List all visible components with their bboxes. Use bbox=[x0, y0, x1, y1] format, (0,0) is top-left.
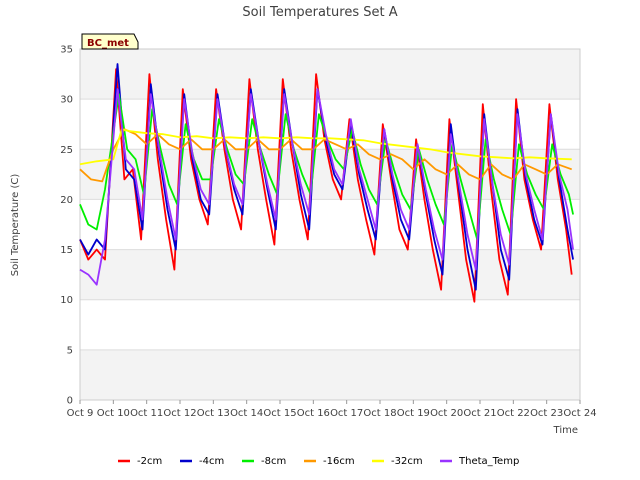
x-axis-label: Time bbox=[553, 425, 578, 436]
legend-item: -4cm bbox=[180, 456, 224, 467]
chart-title: Soil Temperatures Set A bbox=[242, 5, 397, 20]
x-tick-label: Oct 16 bbox=[297, 408, 330, 419]
legend-label: -4cm bbox=[199, 456, 224, 467]
legend-item: -8cm bbox=[242, 456, 286, 467]
legend-label: -2cm bbox=[137, 456, 162, 467]
y-axis-label: Soil Temperature (C) bbox=[10, 174, 21, 277]
x-tick-label: Oct 12 bbox=[163, 408, 196, 419]
series-line--2cm bbox=[79, 68, 573, 303]
y-tick-label: 15 bbox=[60, 245, 73, 256]
y-axis-ticks: 0 5 10 15 20 25 30 35 bbox=[60, 45, 73, 407]
y-tick-label: 25 bbox=[60, 145, 73, 156]
y-tick-label: 35 bbox=[60, 45, 73, 56]
legend-label: -32cm bbox=[391, 456, 423, 467]
y-tick-label: 20 bbox=[60, 195, 73, 206]
legend-item: Theta_Temp bbox=[440, 456, 519, 467]
background-band bbox=[80, 349, 580, 400]
series-line--8cm bbox=[79, 93, 574, 241]
x-tick-label: Oct 10 bbox=[97, 408, 130, 419]
background-bands bbox=[80, 49, 580, 400]
legend: -2cm -4cm -8cm -16cm -32cm Theta_Temp bbox=[118, 456, 519, 467]
x-tick-label: Oct 23 bbox=[530, 408, 563, 419]
x-tick-label: Oct 18 bbox=[363, 408, 396, 419]
site-badge-box bbox=[81, 33, 139, 50]
x-tick-label: Oct 15 bbox=[263, 408, 296, 419]
series-line--16cm bbox=[79, 128, 573, 183]
series-line--32cm bbox=[79, 128, 572, 166]
x-tick-label: Oct 19 bbox=[397, 408, 430, 419]
x-tick-label: Oct 11 bbox=[130, 408, 163, 419]
site-badge: BC_met bbox=[81, 33, 139, 50]
x-tick-label: Oct 9 bbox=[67, 408, 94, 419]
series-layer bbox=[79, 63, 574, 303]
x-tick-label: Oct 17 bbox=[330, 408, 363, 419]
x-tick-label: Oct 13 bbox=[197, 408, 230, 419]
grid-lines bbox=[80, 48, 580, 401]
y-tick-label: 30 bbox=[60, 95, 73, 106]
legend-label: -8cm bbox=[261, 456, 286, 467]
x-axis-ticks: Oct 9 Oct 10 Oct 11 Oct 12 Oct 13 Oct 14 Oct 1… bbox=[67, 400, 597, 419]
legend-label: -16cm bbox=[323, 456, 355, 467]
y-tick-label: 0 bbox=[67, 396, 73, 407]
legend-item: -16cm bbox=[304, 456, 355, 467]
legend-item: -32cm bbox=[372, 456, 423, 467]
y-tick-label: 10 bbox=[60, 295, 73, 306]
background-band bbox=[80, 49, 580, 100]
site-badge-label: BC_met bbox=[87, 38, 129, 49]
plot-frame bbox=[79, 48, 581, 401]
x-tick-label: Oct 24 bbox=[563, 408, 596, 419]
x-tick-label: Oct 14 bbox=[230, 408, 263, 419]
series-line-theta-temp bbox=[79, 88, 574, 286]
legend-label: Theta_Temp bbox=[458, 456, 519, 467]
y-tick-label: 5 bbox=[67, 345, 73, 356]
x-tick-label: Oct 21 bbox=[463, 408, 496, 419]
x-tick-label: Oct 22 bbox=[497, 408, 530, 419]
background-band bbox=[80, 249, 580, 300]
x-tick-label: Oct 20 bbox=[430, 408, 463, 419]
legend-item: -2cm bbox=[118, 456, 162, 467]
